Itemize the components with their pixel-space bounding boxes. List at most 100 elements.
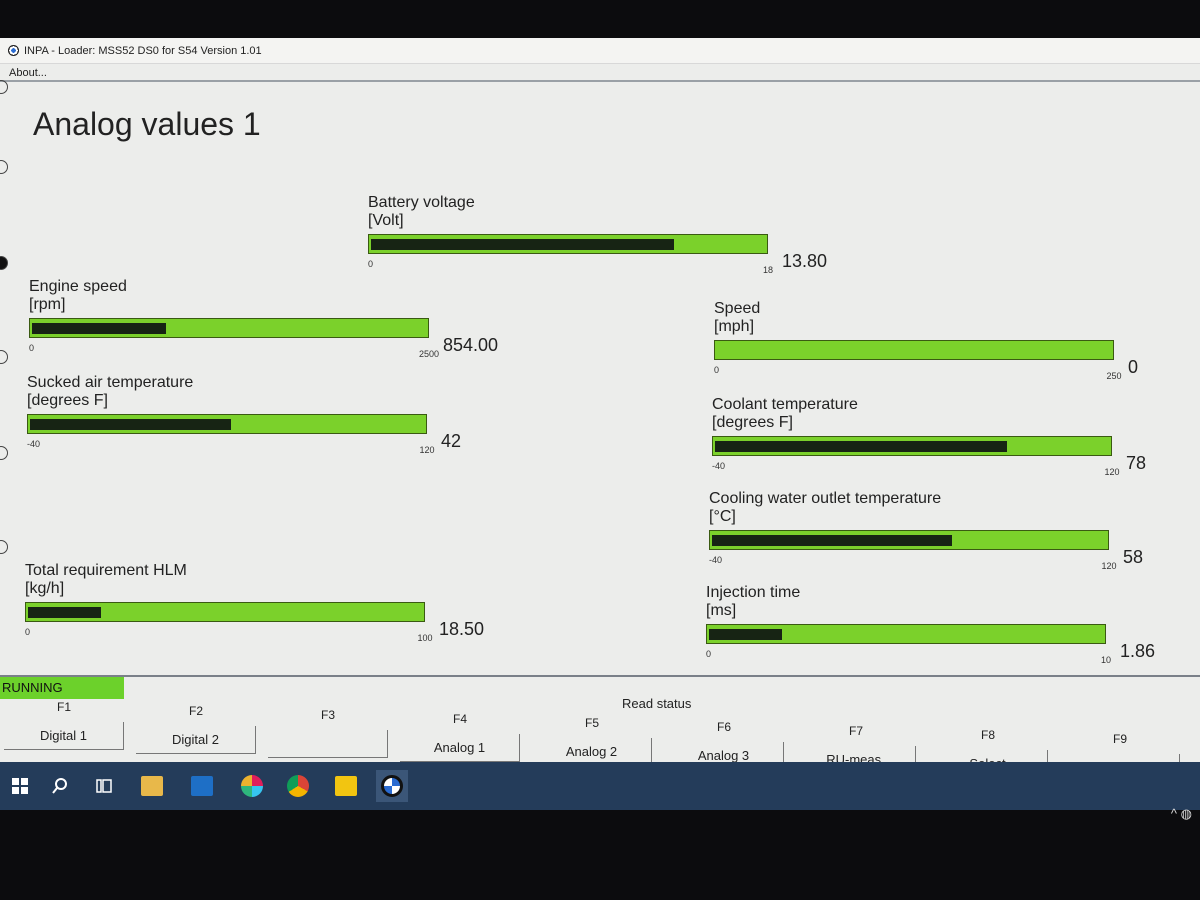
system-tray[interactable]: ^ ◍ (1171, 806, 1192, 822)
gauge-fill (715, 441, 1007, 452)
chrome-icon[interactable] (282, 770, 314, 802)
gauge-total-requirement-hlm: Total requirement HLM [kg/h] 0 100 18.50 (25, 562, 495, 652)
gauge-injection-time: Injection time [ms] 0 10 1.86 (706, 584, 1176, 674)
menu-bar: About... (0, 64, 1200, 82)
fkey-number: F7 (848, 724, 863, 738)
gauge-min: -40 (712, 461, 726, 471)
fkey-number: F6 (716, 720, 731, 734)
gauge-coolant-temperature: Coolant temperature [degrees F] -40 120 … (712, 396, 1182, 486)
gauge-value: 42 (441, 431, 462, 451)
slack-icon[interactable] (236, 770, 268, 802)
radio-icon[interactable] (0, 350, 8, 364)
gauge-unit: [mph] (714, 318, 755, 335)
status-divider (0, 675, 1200, 677)
gauge-value: 58 (1123, 547, 1144, 567)
chevron-up-icon[interactable]: ^ (1170, 806, 1178, 821)
gauge-unit: [degrees F] (712, 414, 793, 431)
gauge-min: 0 (368, 259, 374, 269)
windows-start-icon[interactable] (4, 770, 36, 802)
gauge-fill (709, 629, 782, 640)
sticky-notes-icon[interactable] (330, 770, 362, 802)
fkey-number: F4 (452, 712, 467, 726)
gauge-bar (709, 530, 1109, 550)
gauge-fill (32, 323, 166, 334)
gauge-unit: [Volt] (368, 212, 404, 229)
gauge-unit: [degrees F] (27, 392, 108, 409)
page-title: Analog values 1 (33, 106, 261, 142)
gauge-min: 0 (29, 343, 35, 353)
fkey-f2[interactable]: F2 Digital 2 (136, 704, 256, 754)
network-icon[interactable]: ◍ (1180, 806, 1192, 821)
gauge-label: Sucked air temperature (27, 374, 194, 391)
gauge-battery-voltage: Battery voltage [Volt] 0 18 13.80 (368, 194, 838, 284)
gauge-speed: Speed [mph] 0 250 0 (714, 300, 1184, 390)
gauge-min: 0 (25, 627, 31, 637)
fkey-number: F8 (980, 728, 995, 742)
gauge-label: Total requirement HLM (25, 562, 187, 579)
gauge-cooling-water-outlet-temperature: Cooling water outlet temperature [°C] -4… (709, 490, 1179, 580)
gauge-value: 1.86 (1120, 641, 1156, 661)
gauge-max: 120 (1101, 561, 1117, 571)
radio-icon[interactable] (0, 540, 8, 554)
gauge-sucked-air-temperature: Sucked air temperature [degrees F] -40 1… (27, 374, 497, 464)
f3-button[interactable] (268, 730, 388, 758)
outlook-icon[interactable] (186, 770, 218, 802)
bmw-icon[interactable] (376, 770, 408, 802)
gauge-label: Engine speed (29, 278, 127, 295)
read-status-label: Read status (622, 696, 692, 711)
gauge-bar (706, 624, 1106, 644)
radio-icon[interactable] (0, 160, 8, 174)
gauge-max: 120 (419, 445, 435, 455)
fkey-number: F9 (1112, 732, 1127, 746)
digital-2-button[interactable]: Digital 2 (136, 726, 256, 754)
gauge-unit: [°C] (709, 508, 736, 525)
gauge-fill (371, 239, 674, 250)
gauge-value: 13.80 (782, 251, 828, 271)
fkey-number: F2 (188, 704, 203, 718)
gauge-bar (714, 340, 1114, 360)
gauge-bar (712, 436, 1112, 456)
fkey-f5[interactable]: F5 Analog 2 (532, 716, 652, 766)
gauge-label: Coolant temperature (712, 396, 858, 413)
taskbar (0, 762, 1200, 810)
gauge-value: 854.00 (443, 335, 499, 355)
task-view-icon[interactable] (88, 770, 120, 802)
gauge-min: 0 (714, 365, 720, 375)
search-icon[interactable] (44, 770, 76, 802)
gauge-value: 78 (1126, 453, 1147, 473)
fkey-number: F1 (56, 700, 71, 714)
file-explorer-icon[interactable] (136, 770, 168, 802)
fkey-f4[interactable]: F4 Analog 1 (400, 712, 520, 762)
running-indicator: RUNNING (0, 677, 124, 699)
digital-1-button[interactable]: Digital 1 (4, 722, 124, 750)
gauge-unit: [ms] (706, 602, 737, 619)
gauge-max: 250 (1106, 371, 1122, 381)
radio-icon[interactable] (0, 80, 8, 94)
radio-icon[interactable] (0, 256, 8, 270)
gauge-label: Speed (714, 300, 761, 317)
gauge-min: 0 (706, 649, 712, 659)
gauge-label: Cooling water outlet temperature (709, 490, 942, 507)
gauge-bar (368, 234, 768, 254)
gauge-bar (27, 414, 427, 434)
gauge-max: 2500 (418, 349, 440, 359)
gauge-bar (29, 318, 429, 338)
gauge-max: 100 (417, 633, 433, 643)
gauge-fill (30, 419, 231, 430)
gauge-bar (25, 602, 425, 622)
gauge-label: Injection time (706, 584, 801, 601)
radio-icon[interactable] (0, 446, 8, 460)
app-icon (8, 45, 19, 56)
fkey-f1[interactable]: F1 Digital 1 (4, 700, 124, 750)
analog-1-button[interactable]: Analog 1 (400, 734, 520, 762)
gauge-fill (28, 607, 101, 618)
fkey-f3[interactable]: F3 (268, 708, 388, 758)
gauge-unit: [rpm] (29, 296, 66, 313)
gauge-fill (712, 535, 952, 546)
gauge-max: 18 (762, 265, 774, 275)
gauge-value: 0 (1128, 357, 1139, 377)
menu-about[interactable]: About... (9, 67, 47, 79)
title-bar: INPA - Loader: MSS52 DS0 for S54 Version… (0, 38, 1200, 64)
window-title: INPA - Loader: MSS52 DS0 for S54 Version… (24, 44, 262, 57)
gauge-max: 120 (1104, 467, 1120, 477)
